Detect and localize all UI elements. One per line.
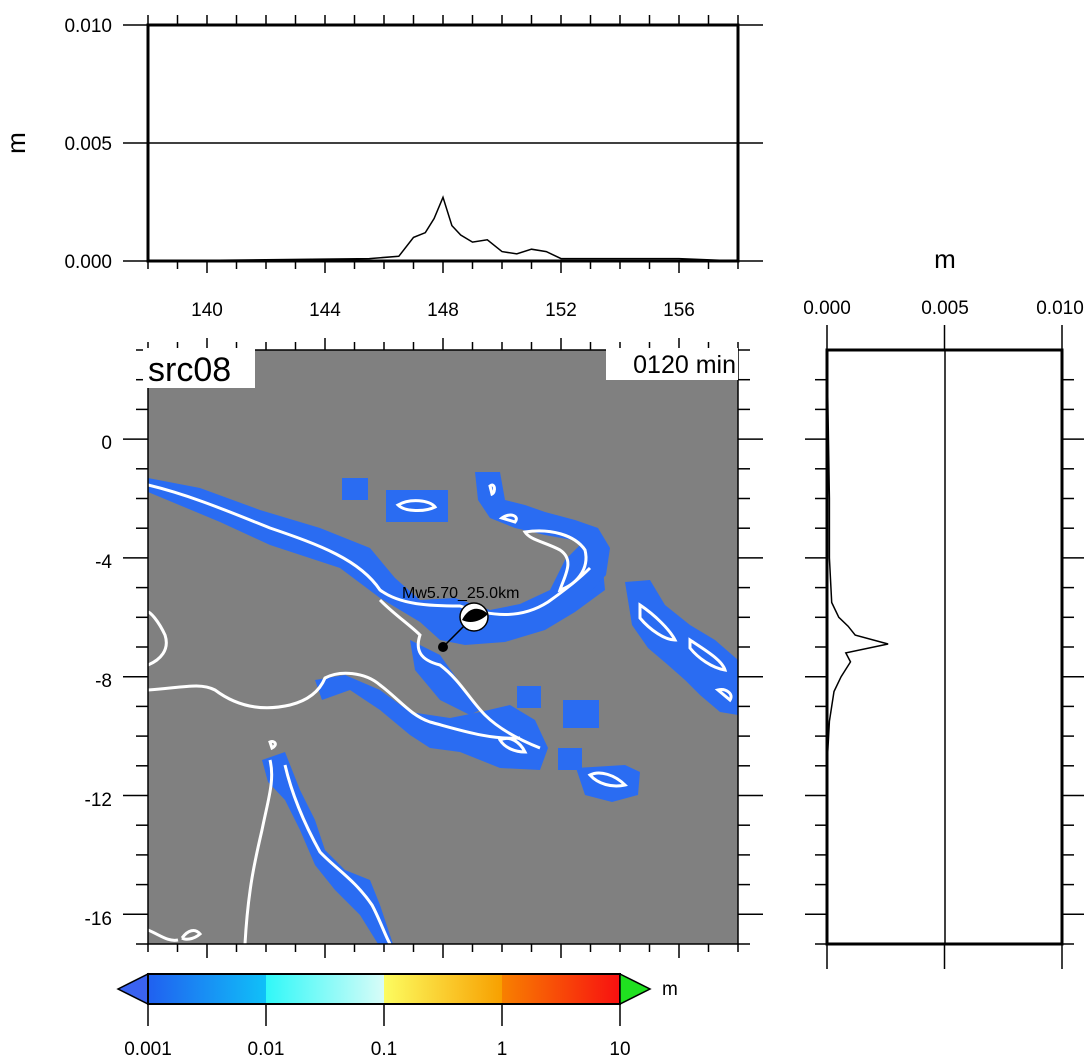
side-xtick-label: 0.010	[1036, 298, 1084, 319]
side-panel-xlabel: m	[934, 244, 956, 274]
top-series-line	[147, 195, 739, 262]
epicenter-dot	[438, 642, 448, 652]
coastline-solomon-island	[688, 637, 728, 672]
colorbar-label: 0.1	[371, 1039, 397, 1060]
wave-island	[563, 700, 599, 728]
wave-island	[386, 490, 448, 522]
top-xtick-label: 148	[427, 300, 459, 321]
wave-island	[558, 748, 582, 770]
coastline-island	[488, 483, 496, 497]
title-box	[143, 348, 255, 388]
top-ytick-label: 0.010	[64, 16, 112, 37]
colorbar-label: 1	[497, 1039, 508, 1060]
top-panel-ylabel: m	[1, 132, 31, 154]
top-ytick-label: 0.000	[64, 252, 112, 273]
coastline-island	[498, 513, 518, 524]
wave-island	[342, 478, 368, 500]
earthquake-marker: Mw5.70_25.0km	[402, 585, 519, 652]
coastline-island	[268, 740, 277, 751]
side-xtick-label: 0.000	[803, 298, 851, 319]
top-xtick-label: 152	[545, 300, 577, 321]
colorbar-label: 0.001	[124, 1039, 172, 1060]
colorbar-label: 10	[609, 1039, 630, 1060]
colorbar-segment	[148, 974, 266, 1004]
coastline-gulf	[378, 598, 541, 750]
focal-mechanism-compressional-quadrant	[462, 608, 488, 622]
coastlines	[148, 483, 733, 944]
map-ytick-label: 0	[101, 433, 112, 454]
top-xtick-label: 144	[309, 300, 341, 321]
coastline-new-guinea-north	[148, 483, 592, 616]
coastline-south	[148, 928, 203, 942]
coastline-bougainville	[638, 602, 678, 642]
coastline-west	[148, 610, 168, 667]
colorbar-over-triangle	[619, 972, 652, 1006]
map-panel: 0 -4 -8 -12 -16 src08 0120 min Mw5.70_25…	[85, 338, 763, 958]
map-ytick-label: -12	[85, 790, 112, 811]
time-box	[606, 348, 738, 380]
wave-band-new-guinea-north	[148, 478, 605, 645]
top-xtick-label: 156	[663, 300, 695, 321]
colorbar-segment	[502, 974, 620, 1004]
colorbar-label: 0.01	[248, 1039, 285, 1060]
colorbar: 0.001 0.01 0.1 1 10 m	[116, 972, 678, 1060]
side-series-line	[826, 349, 889, 944]
map-title: src08	[148, 351, 231, 389]
colorbar-unit: m	[662, 979, 678, 1000]
side-xtick-label: 0.005	[921, 298, 969, 319]
top-ytick-label: 0.005	[64, 134, 112, 155]
wave-island	[517, 686, 541, 708]
coastline-island	[714, 688, 733, 703]
colorbar-under-triangle	[116, 972, 149, 1006]
top-panel: m 0.010 0.005 0.000 140 144 148 152 156	[1, 15, 763, 321]
coastline-island	[497, 736, 528, 754]
top-xtick-label: 140	[191, 300, 223, 321]
top-panel-ticks	[123, 15, 763, 273]
side-panel: m 0.000 0.005 0.010	[803, 244, 1084, 969]
coastline-new-britain	[522, 529, 588, 593]
side-panel-ticks	[805, 325, 1084, 969]
coastline-cape-york-east	[283, 764, 392, 944]
colorbar-segment	[384, 974, 502, 1004]
coastline-cape-york-west	[243, 759, 274, 944]
map-ytick-label: -16	[85, 909, 112, 930]
earthquake-label: Mw5.70_25.0km	[402, 585, 519, 602]
coastline-island	[587, 771, 628, 788]
coastline-south-new-guinea	[148, 671, 521, 740]
colorbar-segment	[266, 974, 384, 1004]
map-ytick-label: -4	[95, 552, 112, 573]
map-ytick-label: -8	[95, 671, 112, 692]
coastline-island	[395, 499, 438, 512]
map-time: 0120 min	[633, 351, 736, 379]
